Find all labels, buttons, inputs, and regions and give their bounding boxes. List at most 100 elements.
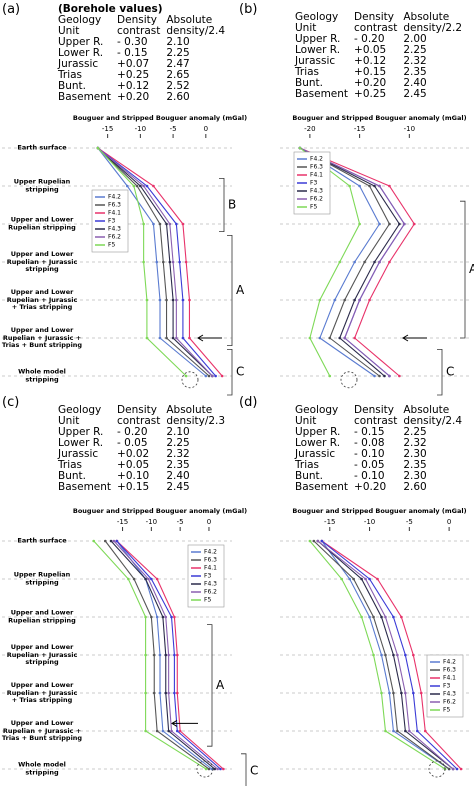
legend-label: F3	[310, 180, 317, 187]
point	[142, 260, 145, 264]
highlight-circle	[181, 371, 199, 389]
point	[360, 577, 363, 581]
table-row: Trias +0.05 2.35	[58, 460, 231, 471]
point	[139, 184, 142, 188]
point	[392, 653, 395, 657]
x-tick-label: -5	[177, 518, 184, 526]
legend-label: F3	[108, 218, 115, 225]
panel-label: (c)	[2, 395, 20, 410]
point	[392, 729, 395, 733]
category-label: Upper Rupelian stripping	[13, 570, 71, 586]
point	[373, 374, 376, 378]
point	[378, 222, 381, 226]
x-tick-label: 0	[447, 518, 451, 526]
point	[155, 577, 159, 581]
x-tick-label: -10	[364, 518, 375, 526]
table-cell: 2.30	[403, 470, 427, 482]
point	[175, 222, 178, 226]
point	[447, 767, 451, 771]
point	[181, 298, 185, 302]
arrow	[197, 334, 222, 342]
table-cell: Jurassic	[58, 58, 99, 70]
point	[167, 729, 170, 733]
table-header: Geology Unit Density contrast Absolute den…	[295, 12, 468, 34]
category-label: Whole model stripping	[18, 367, 66, 383]
point	[175, 336, 178, 340]
table-cell: 2.35	[403, 66, 427, 78]
highlight-circle	[428, 760, 446, 778]
point	[145, 184, 149, 188]
point	[155, 729, 159, 733]
table-title: (Borehole values)	[58, 3, 163, 15]
panel-label: (b)	[239, 2, 258, 17]
table-cell: Trias	[58, 459, 83, 471]
x-tick-label: -15	[117, 518, 128, 526]
point	[372, 615, 375, 619]
table-cell: 2.32	[403, 437, 427, 449]
point	[404, 691, 407, 695]
highlight-circle	[196, 760, 214, 778]
table-cell: Bunt.	[58, 80, 86, 92]
header-cell: Density contrast	[117, 14, 161, 37]
table-row: Jurassic +0.02 2.32	[58, 449, 231, 460]
table-cell: Upper R.	[58, 426, 104, 438]
point	[353, 336, 356, 340]
legend-label: F3	[204, 573, 211, 580]
point	[392, 615, 395, 619]
point	[376, 577, 379, 581]
table-cell: Upper R.	[295, 426, 341, 438]
density-table: Geology Unit Density contrast Absolute den…	[295, 405, 468, 493]
table-row: Basement +0.25 2.45	[295, 89, 468, 100]
category-label: Earth surface	[17, 536, 67, 545]
point	[312, 539, 316, 543]
point	[360, 615, 363, 619]
point	[378, 374, 381, 378]
point	[380, 691, 383, 695]
table-cell: 2.25	[166, 47, 190, 59]
point	[338, 260, 342, 264]
point	[396, 729, 399, 733]
table-cell: +0.12	[117, 80, 150, 92]
arrow	[402, 334, 427, 342]
table-row: Upper R. - 0.15 2.25	[295, 427, 468, 438]
table-title-row: (Borehole values)	[58, 4, 231, 15]
table-cell: 2.52	[166, 80, 190, 92]
annotation-letter: C	[250, 763, 258, 777]
legend-label: F6.3	[108, 202, 121, 209]
table-cell: - 0.30	[117, 36, 148, 48]
table-cell: Jurassic	[295, 55, 336, 67]
x-tick-label: -20	[304, 125, 315, 133]
table-cell: 2.00	[403, 33, 427, 45]
point	[207, 767, 211, 771]
point	[412, 691, 415, 695]
point	[152, 222, 155, 226]
table-cell: - 0.05	[117, 437, 148, 449]
point	[318, 336, 322, 340]
table-cell: Bunt.	[295, 470, 323, 482]
chart: Bouguer and Stripped Bouguer anomaly (mG…	[280, 114, 474, 396]
point	[378, 260, 381, 264]
point	[145, 336, 149, 340]
legend-label: F4.2	[108, 194, 121, 201]
point	[152, 184, 155, 188]
legend-label: F4.1	[108, 210, 121, 217]
x-tick-label: -10	[146, 518, 157, 526]
point	[398, 374, 401, 378]
table-cell: 2.25	[403, 426, 427, 438]
header-cell: Absolute density/2.4	[403, 404, 463, 427]
header-cell: Geology Unit	[295, 11, 339, 34]
table-cell: Trias	[295, 66, 320, 78]
point	[164, 653, 168, 657]
point	[184, 260, 188, 264]
point	[368, 184, 371, 188]
point	[318, 298, 322, 302]
point	[96, 146, 100, 150]
header-cell: Absolute density/2.4	[166, 14, 226, 37]
annotation-letter: B	[228, 198, 236, 212]
table-cell: +0.20	[354, 77, 387, 89]
point	[132, 184, 136, 188]
legend-label: F5	[204, 597, 211, 604]
table-cell: 2.32	[166, 448, 190, 460]
point	[373, 260, 376, 264]
point	[210, 767, 214, 771]
